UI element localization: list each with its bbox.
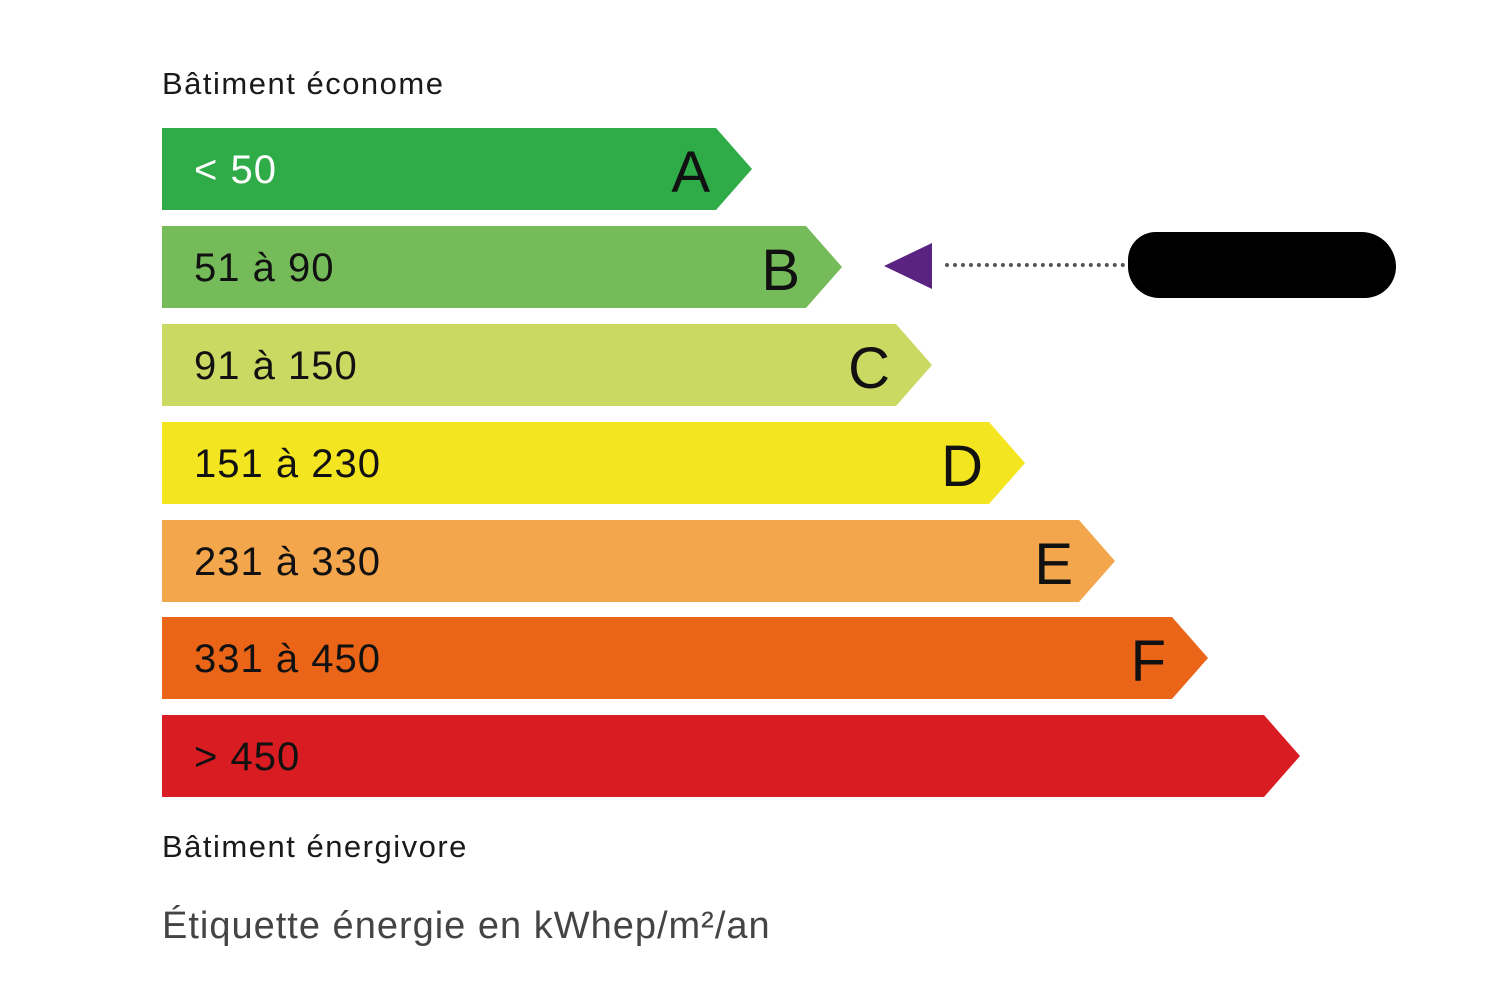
energy-class-c: 91 à 150 C bbox=[162, 324, 932, 406]
class-letter: E bbox=[1034, 532, 1073, 597]
class-bar-shape bbox=[162, 520, 1115, 602]
energy-class-d: 151 à 230 D bbox=[162, 422, 1025, 504]
energy-class-f: 331 à 450 F bbox=[162, 617, 1208, 699]
class-range: 51 à 90 bbox=[194, 246, 335, 290]
energy-class-a: < 50 A bbox=[162, 128, 752, 210]
energy-class-b: 51 à 90 B bbox=[162, 226, 842, 308]
class-bar-shape bbox=[162, 617, 1208, 699]
class-bar-shape bbox=[162, 324, 932, 406]
class-range: 231 à 330 bbox=[194, 540, 381, 584]
class-bar-shape bbox=[162, 422, 1025, 504]
class-bar-shape bbox=[162, 226, 842, 308]
bottom-label: Bâtiment énergivore bbox=[162, 829, 468, 864]
class-bar-shape bbox=[162, 715, 1300, 797]
class-range: 91 à 150 bbox=[194, 344, 358, 388]
class-letter: B bbox=[761, 238, 800, 303]
rating-marker-dotted-line bbox=[945, 263, 1125, 267]
unit-caption: Étiquette énergie en kWhep/m²/an bbox=[162, 905, 771, 947]
class-letter: A bbox=[671, 140, 710, 205]
redacted-rating-value bbox=[1128, 232, 1396, 298]
top-label: Bâtiment économe bbox=[162, 66, 445, 101]
class-range: > 450 bbox=[194, 735, 301, 779]
class-bar-shape bbox=[162, 128, 752, 210]
class-range: < 50 bbox=[194, 148, 277, 192]
class-range: 331 à 450 bbox=[194, 637, 381, 681]
class-range: 151 à 230 bbox=[194, 442, 381, 486]
class-letter: D bbox=[941, 434, 983, 499]
rating-marker-arrow-icon bbox=[884, 243, 932, 289]
energy-class-e: 231 à 330 E bbox=[162, 520, 1115, 602]
energy-class-g: > 450 bbox=[162, 715, 1300, 797]
class-letter: F bbox=[1130, 629, 1166, 694]
class-letter: C bbox=[848, 336, 890, 401]
